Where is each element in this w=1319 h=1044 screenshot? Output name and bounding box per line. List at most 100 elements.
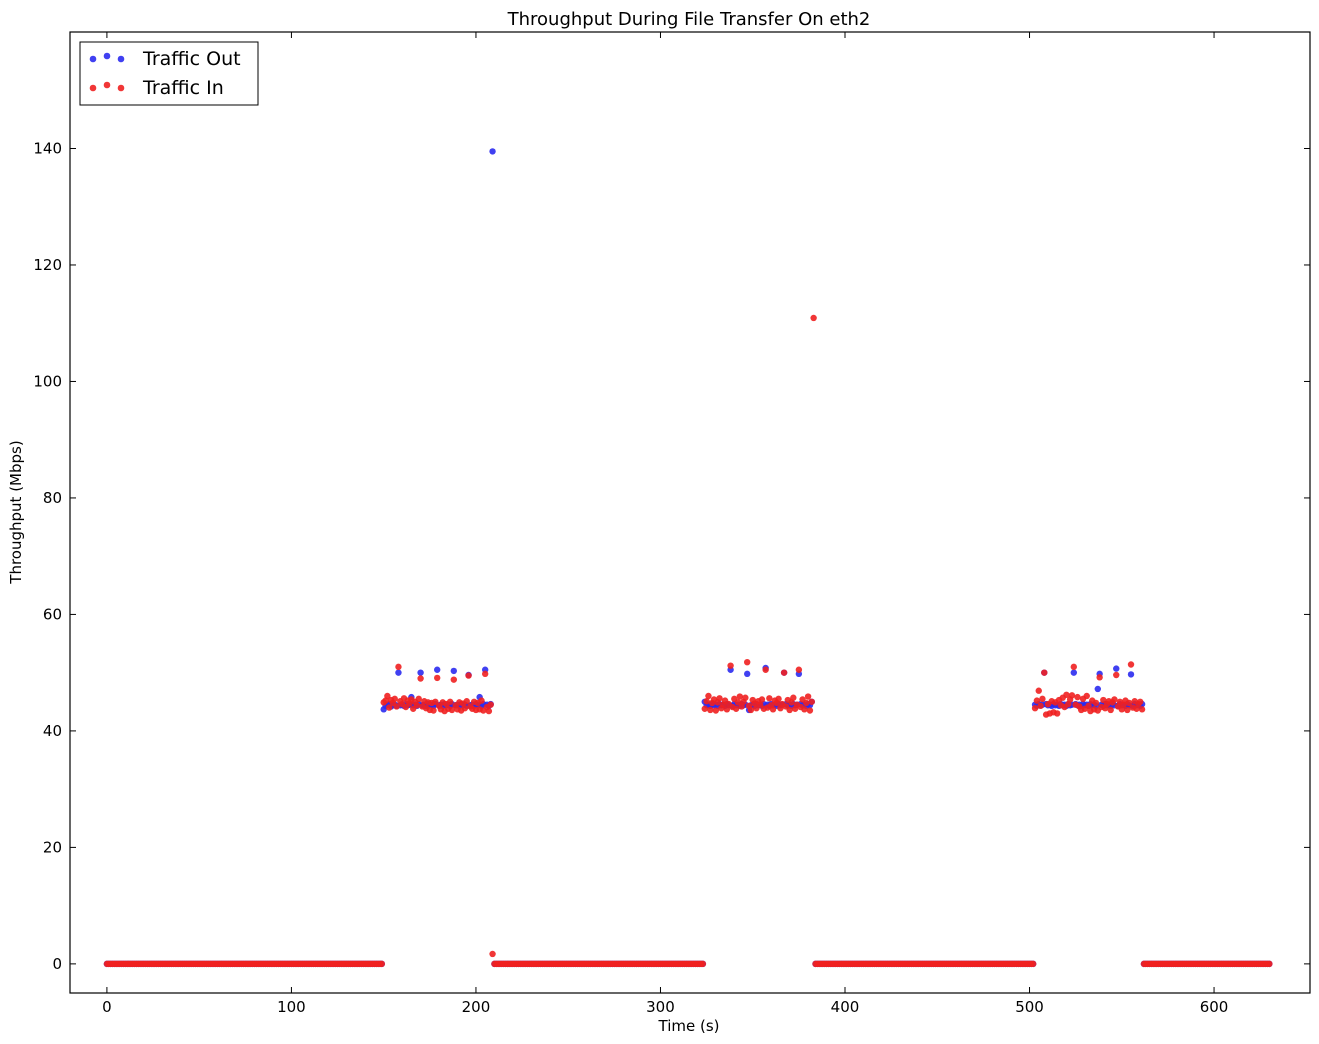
legend-label: Traffic In: [142, 77, 224, 99]
data-point: [430, 707, 437, 714]
data-point: [804, 693, 812, 700]
y-tick-label: 20: [43, 838, 62, 856]
data-point: [747, 706, 755, 714]
data-point: [391, 695, 398, 703]
data-point: [1124, 706, 1131, 714]
legend-marker: [103, 52, 111, 60]
x-axis-label: Time (s): [658, 1017, 720, 1035]
data-point: [384, 692, 391, 700]
series-1: [103, 148, 1273, 968]
plot-marks: [103, 148, 1273, 968]
axis-ticks: 0 100 200 300 400 500 600 0 20 40 60 80 100 120 140: [33, 32, 1310, 1016]
data-point: [461, 704, 469, 712]
data-point: [723, 706, 731, 713]
data-point: [1030, 960, 1037, 968]
data-point: [450, 676, 458, 683]
data-point: [1033, 697, 1041, 704]
data-point: [1092, 699, 1100, 707]
chart-legend: Traffic Out Traffic In: [79, 41, 259, 106]
data-point: [478, 697, 485, 704]
y-tick-label: 120: [33, 256, 62, 274]
data-point: [707, 706, 714, 714]
data-point: [1039, 695, 1046, 703]
x-tick-label: 200: [462, 998, 491, 1016]
data-point: [716, 695, 723, 702]
data-point: [1054, 710, 1061, 717]
data-point: [1094, 685, 1102, 693]
y-tick-label: 80: [43, 489, 62, 507]
y-tick-label: 0: [52, 955, 62, 973]
legend-marker: [103, 81, 111, 89]
data-point: [489, 950, 496, 958]
data-point: [395, 669, 402, 676]
chart-title: Throughput During File Transfer On eth2: [507, 9, 871, 30]
data-point: [732, 705, 740, 712]
data-point: [395, 663, 402, 671]
data-point: [1127, 661, 1135, 668]
data-point: [762, 666, 769, 673]
y-tick-label: 40: [43, 722, 62, 740]
data-point: [485, 707, 493, 715]
data-point: [1266, 960, 1273, 968]
data-point: [446, 698, 454, 705]
legend-entry-1: Traffic Out: [89, 48, 241, 70]
data-point: [1083, 692, 1090, 700]
data-point: [806, 707, 814, 714]
data-point: [766, 695, 773, 702]
data-point: [465, 672, 472, 679]
data-point: [810, 314, 817, 322]
data-point: [801, 706, 808, 713]
data-point: [758, 696, 766, 703]
data-point: [489, 148, 496, 155]
legend-label: Traffic Out: [142, 48, 241, 70]
data-point: [703, 698, 710, 705]
data-point: [1107, 706, 1114, 714]
y-tick-label: 60: [43, 605, 62, 623]
legend-marker: [117, 84, 125, 92]
data-point: [1085, 702, 1092, 710]
data-point: [790, 694, 797, 701]
x-tick-label: 500: [1015, 998, 1044, 1016]
data-point: [417, 675, 424, 682]
data-point: [1070, 669, 1078, 676]
plot-area-frame: [69, 31, 1311, 994]
data-point: [1138, 706, 1146, 713]
data-point: [415, 695, 422, 703]
data-point: [701, 705, 708, 712]
legend-marker: [89, 55, 97, 63]
data-point: [705, 692, 712, 700]
data-point: [727, 662, 734, 669]
data-point: [1113, 671, 1120, 679]
data-point: [450, 667, 458, 675]
legend-box: [79, 41, 259, 106]
data-point: [742, 694, 749, 701]
data-point: [744, 658, 751, 666]
data-point: [803, 699, 810, 707]
x-tick-label: 600: [1200, 998, 1229, 1016]
x-tick-label: 300: [646, 998, 675, 1016]
data-point: [1068, 692, 1076, 699]
data-point: [756, 701, 764, 708]
data-point: [712, 707, 720, 714]
y-axis-label: Throughput (Mbps): [7, 440, 25, 584]
x-tick-label: 100: [277, 998, 306, 1016]
data-point: [413, 702, 421, 709]
data-point: [808, 698, 815, 705]
legend-marker: [117, 55, 125, 63]
data-point: [1041, 669, 1048, 676]
legend-marker: [89, 84, 97, 92]
data-point: [1111, 696, 1118, 703]
data-point: [432, 698, 439, 705]
data-point: [1070, 663, 1078, 671]
data-point: [769, 706, 777, 713]
data-point: [1100, 696, 1107, 704]
data-point: [1074, 693, 1081, 701]
data-point: [736, 693, 744, 700]
data-point: [775, 695, 782, 703]
data-point: [417, 669, 424, 676]
y-tick-label: 140: [33, 139, 62, 157]
data-point: [487, 701, 494, 708]
data-point: [386, 704, 393, 711]
data-point: [434, 674, 441, 682]
